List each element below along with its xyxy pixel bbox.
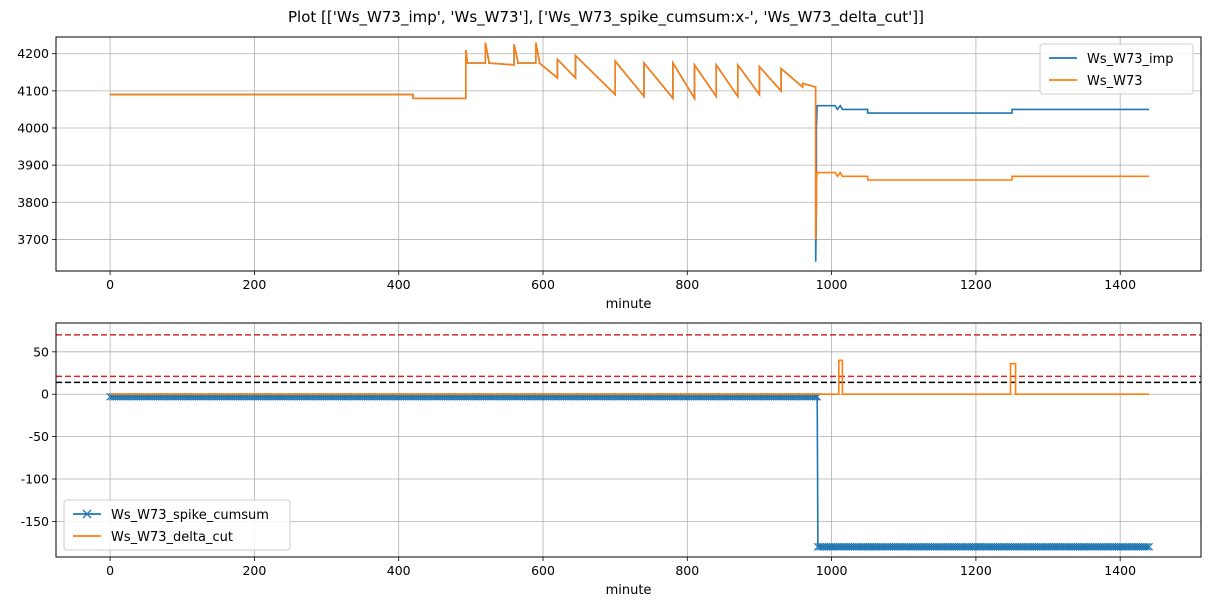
bottom-axes: 0 200 400 600 800 1000 1200 1400 -150 -100 -50 0 50 m…	[21, 322, 1202, 598]
x-tick-label: 1000	[816, 277, 848, 292]
figure-title: Plot [['Ws_W73_imp', 'Ws_W73'], ['Ws_W73…	[288, 8, 924, 27]
plot-area	[110, 42, 1150, 262]
y-tick-label: 4000	[17, 121, 49, 136]
x-tick-label: 200	[242, 563, 266, 578]
y-tick-label: 3800	[17, 195, 49, 210]
plot-area	[56, 334, 1201, 551]
x-tick-label: 200	[242, 277, 266, 292]
data-point-marker	[1145, 542, 1153, 551]
legend-entry-label: Ws_W73	[1087, 74, 1143, 89]
top-axes: 0 200 400 600 800 1000 1200 1400 3700 3800 3900 400…	[17, 36, 1202, 312]
y-tick-label: -100	[21, 472, 49, 487]
legend-marker	[82, 509, 92, 519]
y-tick-label: 4200	[17, 46, 49, 61]
axes-frame	[55, 322, 1202, 558]
x-tick-label: 1200	[960, 563, 992, 578]
legend-entry-label: Ws_W73_imp	[1087, 52, 1174, 67]
x-tick-label: 1000	[816, 563, 848, 578]
x-tick-label: 600	[531, 277, 555, 292]
x-tick-label: 800	[675, 563, 699, 578]
legend-entry-label: Ws_W73_spike_cumsum	[111, 508, 269, 523]
series-line-2	[110, 359, 1150, 396]
x-tick-label: 400	[387, 277, 411, 292]
y-tick-label: 3700	[17, 232, 49, 247]
y-tick-label: -150	[21, 514, 49, 529]
legend-entry-label: Ws_W73_delta_cut	[111, 530, 233, 545]
legend: Ws_W73_spike_cumsum Ws_W73_delta_cut	[63, 499, 291, 551]
legend: Ws_W73_imp Ws_W73	[1039, 43, 1194, 95]
x-tick-label: 400	[387, 563, 411, 578]
data-point-marker	[1142, 542, 1151, 551]
x-tick-label: 800	[675, 277, 699, 292]
axes-frame	[55, 36, 1202, 272]
y-tick-label: 3900	[17, 158, 49, 173]
x-tick-label: 1200	[960, 277, 992, 292]
y-tick-label: 50	[33, 344, 49, 359]
series-line-2	[110, 42, 1150, 240]
x-axis-label: minute	[606, 583, 652, 598]
x-tick-label: 600	[531, 563, 555, 578]
legend-box	[63, 499, 291, 551]
x-tick-label: 0	[106, 563, 114, 578]
y-tick-label: 4100	[17, 83, 49, 98]
x-tick-label: 0	[106, 277, 114, 292]
y-tick-label: -50	[29, 429, 49, 444]
x-tick-label: 1400	[1104, 277, 1136, 292]
x-tick-label: 1400	[1104, 563, 1136, 578]
y-tick-label: 0	[41, 387, 49, 402]
legend-box	[1039, 43, 1194, 95]
x-axis-label: minute	[606, 297, 652, 312]
